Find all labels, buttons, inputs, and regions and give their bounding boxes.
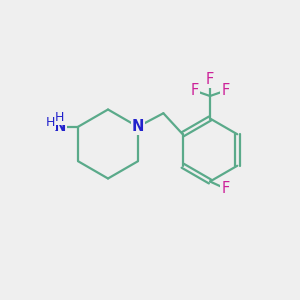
Text: F: F <box>221 181 230 196</box>
Text: H: H <box>55 111 64 124</box>
Text: N: N <box>53 119 66 134</box>
Text: H: H <box>46 116 55 129</box>
Text: N: N <box>132 119 144 134</box>
Text: F: F <box>206 72 214 87</box>
Text: F: F <box>190 83 199 98</box>
Text: F: F <box>221 83 230 98</box>
